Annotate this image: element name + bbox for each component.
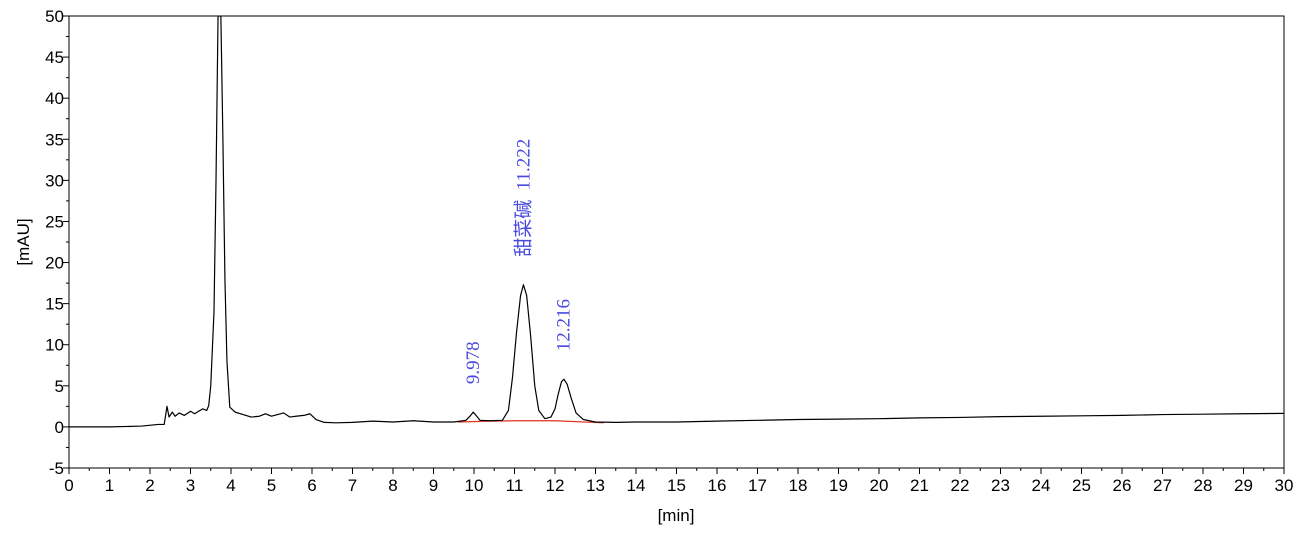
y-tick-label: 30 (45, 171, 64, 190)
y-tick-label: 5 (55, 377, 64, 396)
x-tick-label: 7 (348, 476, 357, 495)
peak-label: 12.216 (554, 299, 575, 351)
y-axis-title: [mAU] (14, 218, 33, 265)
x-axis-title: [min] (658, 506, 695, 525)
peak-annotations: 9.978 甜菜碱 11.222 12.216 (463, 139, 575, 384)
y-tick-label: 25 (45, 212, 64, 231)
y-tick-label: 50 (45, 7, 64, 26)
integration-baseline (457, 420, 604, 424)
x-tick-label: 4 (226, 476, 235, 495)
x-tick-label: 29 (1234, 476, 1253, 495)
x-tick-label: 28 (1194, 476, 1213, 495)
y-tick-label: 10 (45, 336, 64, 355)
x-tick-label: 3 (186, 476, 195, 495)
x-tick-label: 0 (64, 476, 73, 495)
y-tick-label: 0 (55, 418, 64, 437)
x-tick-label: 22 (951, 476, 970, 495)
y-tick-label: -5 (49, 459, 64, 478)
x-tick-label: 20 (870, 476, 889, 495)
x-tick-label: 9 (429, 476, 438, 495)
x-tick-label: 8 (388, 476, 397, 495)
x-tick-label: 5 (267, 476, 276, 495)
x-tick-label: 25 (1072, 476, 1091, 495)
y-tick-label: 20 (45, 254, 64, 273)
x-tick-label: 27 (1153, 476, 1172, 495)
x-tick-label: 17 (748, 476, 767, 495)
x-tick-label: 1 (105, 476, 114, 495)
x-tick-label: 14 (627, 476, 646, 495)
series-layer (69, 16, 1284, 428)
y-tick-label: 45 (45, 48, 64, 67)
x-tick-label: 16 (708, 476, 727, 495)
x-tick-label: 18 (789, 476, 808, 495)
y-tick-label: 35 (45, 130, 64, 149)
peak-label: 甜菜碱 11.222 (512, 139, 534, 257)
peak-label: 9.978 (463, 341, 484, 384)
chromatogram-trace (69, 16, 1284, 428)
x-tick-label: 12 (546, 476, 565, 495)
y-tick-label: 15 (45, 295, 64, 314)
x-tick-label: 24 (1032, 476, 1051, 495)
x-axis-ticks: 0 1 2 3 4 5 6 7 8 9 10 11 12 13 14 15 16 17 18 19 20 21 22 23 24… (64, 468, 1293, 495)
y-axis-ticks: -5 0 5 10 15 20 25 30 35 40 45 50 (45, 7, 69, 478)
x-tick-label: 10 (465, 476, 484, 495)
x-tick-label: 13 (586, 476, 605, 495)
x-tick-label: 21 (910, 476, 929, 495)
x-tick-label: 11 (506, 476, 524, 495)
x-tick-label: 30 (1275, 476, 1294, 495)
plot-frame (68, 15, 1285, 469)
x-tick-label: 26 (1113, 476, 1132, 495)
x-tick-label: 2 (145, 476, 154, 495)
x-tick-label: 15 (667, 476, 686, 495)
x-tick-label: 19 (829, 476, 848, 495)
x-tick-label: 6 (307, 476, 316, 495)
x-tick-label: 23 (991, 476, 1010, 495)
y-tick-label: 40 (45, 89, 64, 108)
